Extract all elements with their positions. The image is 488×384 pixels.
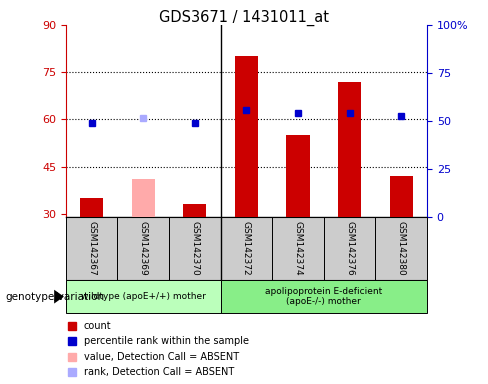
Bar: [169, 217, 221, 280]
Bar: [324, 217, 375, 280]
Bar: [132, 179, 155, 217]
Bar: [389, 176, 413, 217]
Bar: [286, 135, 309, 217]
Text: rank, Detection Call = ABSENT: rank, Detection Call = ABSENT: [84, 367, 234, 377]
Bar: [118, 217, 169, 280]
Bar: [66, 280, 221, 313]
Text: apolipoprotein E-deficient
(apoE-/-) mother: apolipoprotein E-deficient (apoE-/-) mot…: [265, 287, 383, 306]
Text: GDS3671 / 1431011_at: GDS3671 / 1431011_at: [159, 10, 329, 26]
Text: GSM142376: GSM142376: [345, 221, 354, 276]
Bar: [235, 56, 258, 217]
Bar: [221, 280, 427, 313]
Bar: [80, 198, 103, 217]
Text: GSM142367: GSM142367: [87, 221, 96, 276]
Text: genotype/variation: genotype/variation: [5, 291, 104, 302]
Text: GSM142369: GSM142369: [139, 221, 148, 276]
Text: GSM142374: GSM142374: [293, 221, 303, 276]
Bar: [338, 82, 361, 217]
Bar: [66, 217, 118, 280]
Text: GSM142380: GSM142380: [397, 221, 406, 276]
Text: wildtype (apoE+/+) mother: wildtype (apoE+/+) mother: [81, 292, 206, 301]
Bar: [183, 204, 206, 217]
Text: count: count: [84, 321, 112, 331]
Bar: [375, 217, 427, 280]
Text: value, Detection Call = ABSENT: value, Detection Call = ABSENT: [84, 352, 239, 362]
Polygon shape: [54, 290, 64, 303]
Text: GSM142372: GSM142372: [242, 221, 251, 276]
Text: percentile rank within the sample: percentile rank within the sample: [84, 336, 249, 346]
Text: GSM142370: GSM142370: [190, 221, 200, 276]
Bar: [272, 217, 324, 280]
Bar: [221, 217, 272, 280]
